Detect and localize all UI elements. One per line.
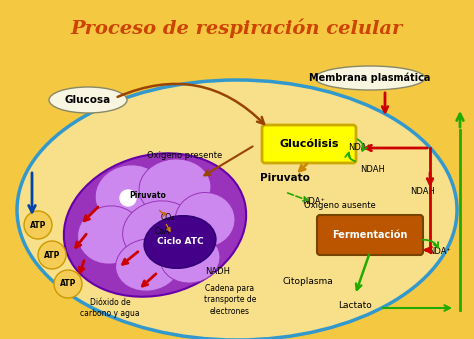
Text: ATP: ATP: [30, 220, 46, 230]
Ellipse shape: [144, 216, 216, 268]
Ellipse shape: [175, 193, 235, 247]
Text: Dióxido de
carbono y agua: Dióxido de carbono y agua: [80, 298, 140, 318]
Ellipse shape: [64, 153, 246, 297]
Text: NDA⁺: NDA⁺: [348, 143, 371, 153]
Ellipse shape: [49, 87, 127, 113]
FancyArrowPatch shape: [118, 84, 264, 124]
Text: Fermentación: Fermentación: [332, 230, 408, 240]
FancyBboxPatch shape: [262, 125, 356, 163]
Circle shape: [120, 190, 136, 206]
Text: Citoplasma: Citoplasma: [283, 278, 333, 286]
Circle shape: [38, 241, 66, 269]
Circle shape: [24, 211, 52, 239]
Circle shape: [54, 270, 82, 298]
Text: CoA: CoA: [155, 227, 170, 237]
FancyBboxPatch shape: [317, 215, 423, 255]
FancyArrowPatch shape: [357, 139, 367, 151]
Text: Lactato: Lactato: [338, 301, 372, 311]
Text: Ciclo ATC: Ciclo ATC: [157, 238, 203, 246]
Text: ATP: ATP: [44, 251, 60, 259]
Text: NDA⁺: NDA⁺: [302, 198, 325, 206]
FancyArrowPatch shape: [345, 153, 356, 161]
Text: Membrana plasmática: Membrana plasmática: [310, 73, 431, 83]
Text: Glucólisis: Glucólisis: [279, 139, 339, 149]
Text: CO₂: CO₂: [161, 214, 175, 222]
Ellipse shape: [17, 80, 457, 339]
Text: Oxigeno presente: Oxigeno presente: [147, 151, 223, 160]
Text: Glucosa: Glucosa: [65, 95, 111, 105]
Ellipse shape: [78, 206, 142, 264]
Text: Proceso de respiración celular: Proceso de respiración celular: [71, 18, 403, 38]
Ellipse shape: [123, 201, 197, 263]
FancyArrowPatch shape: [423, 240, 438, 247]
Text: Oxigeno ausente: Oxigeno ausente: [304, 200, 376, 210]
Text: NDAH: NDAH: [410, 187, 435, 197]
FancyArrowPatch shape: [159, 211, 166, 216]
Text: Cadena para
transporte de
electrones: Cadena para transporte de electrones: [204, 284, 256, 316]
Ellipse shape: [315, 66, 425, 90]
Ellipse shape: [160, 233, 220, 283]
Ellipse shape: [95, 165, 165, 225]
Text: ATP: ATP: [60, 279, 76, 288]
Ellipse shape: [139, 159, 211, 217]
Text: Piruvato: Piruvato: [129, 192, 166, 200]
Text: Piruvato: Piruvato: [260, 173, 310, 183]
Text: NDA⁺: NDA⁺: [428, 247, 451, 257]
Text: NADH: NADH: [206, 267, 230, 277]
Text: NDAH: NDAH: [360, 165, 385, 175]
Ellipse shape: [116, 239, 181, 291]
